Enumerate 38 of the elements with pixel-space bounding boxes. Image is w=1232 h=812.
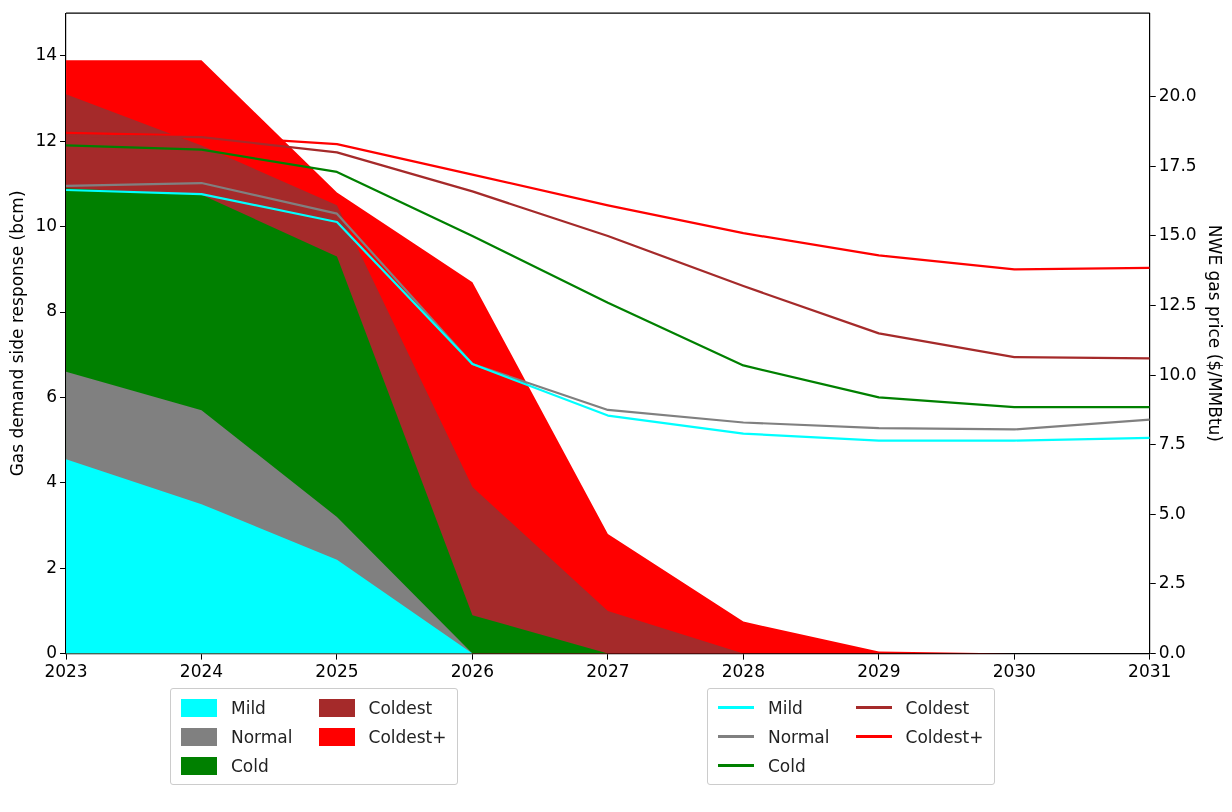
y-tick-label: 6 — [46, 385, 58, 406]
legend-label: Normal — [768, 726, 830, 747]
y-tick-label: 2 — [46, 556, 58, 577]
legend-label: Cold — [768, 755, 806, 776]
y2-tick-label: 17.5 — [1158, 154, 1197, 175]
x-tick-label: 2025 — [315, 661, 359, 682]
y-tick-label: 8 — [46, 300, 58, 321]
legend-label: Mild — [231, 697, 266, 718]
y2-tick-label: 20.0 — [1158, 85, 1197, 106]
y-tick-label: 0 — [46, 642, 58, 663]
x-tick-label: 2027 — [586, 661, 630, 682]
y-tick-label: 10 — [35, 215, 58, 236]
legend-label: Mild — [768, 697, 803, 718]
legend-label: Cold — [231, 755, 269, 776]
legend-label: Coldest+ — [368, 726, 447, 747]
x-tick-label: 2023 — [44, 661, 88, 682]
y2-tick-label: 12.5 — [1158, 293, 1197, 314]
y-tick-label: 4 — [46, 471, 58, 492]
y2-tick-label: 0.0 — [1158, 642, 1186, 663]
y2-tick-label: 15.0 — [1158, 224, 1197, 245]
y-axis-title: Gas demand side response (bcm) — [6, 190, 27, 477]
legend-label: Coldest — [368, 697, 433, 718]
y2-tick-label: 5.0 — [1158, 502, 1186, 523]
y2-tick-label: 10.0 — [1158, 363, 1197, 384]
y2-axis-title: NWE gas price ($/MMBtu) — [1205, 224, 1226, 442]
legend-label: Coldest — [905, 697, 970, 718]
y2-tick-label: 7.5 — [1158, 433, 1186, 454]
x-tick-label: 2030 — [992, 661, 1036, 682]
x-tick-label: 2028 — [721, 661, 765, 682]
y-tick-label: 14 — [35, 44, 58, 65]
x-tick-label: 2024 — [179, 661, 224, 682]
x-tick-label: 2029 — [857, 661, 901, 682]
legend-label: Normal — [231, 726, 293, 747]
x-tick-label: 2031 — [1128, 661, 1172, 682]
x-tick-label: 2026 — [450, 661, 495, 682]
legend-label: Coldest+ — [905, 726, 984, 747]
y2-tick-label: 2.5 — [1158, 572, 1186, 593]
y-tick-label: 12 — [35, 129, 58, 150]
